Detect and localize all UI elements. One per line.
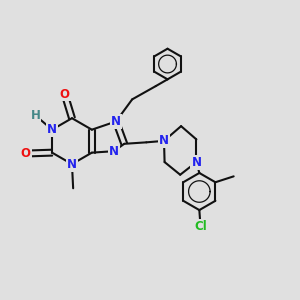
Text: N: N	[191, 156, 201, 169]
Text: O: O	[60, 88, 70, 100]
Text: Cl: Cl	[194, 220, 207, 233]
Text: N: N	[159, 134, 169, 147]
Text: N: N	[67, 158, 77, 171]
Text: N: N	[109, 145, 119, 158]
Text: H: H	[31, 109, 40, 122]
Text: N: N	[111, 115, 121, 128]
Text: O: O	[21, 147, 31, 160]
Text: N: N	[47, 123, 57, 136]
